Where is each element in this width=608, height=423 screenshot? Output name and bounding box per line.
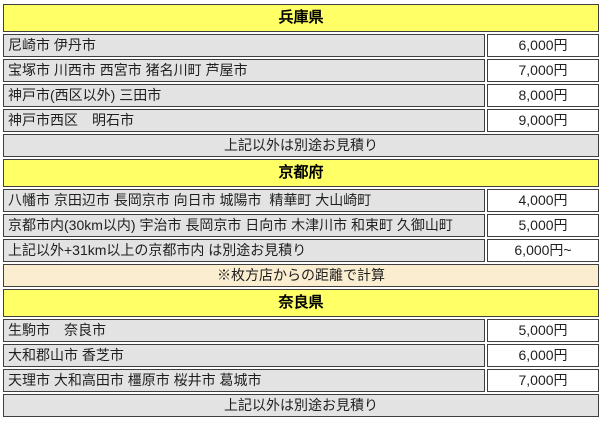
table-row: 尼崎市 伊丹市 6,000円 [3,34,600,57]
area-cell: 尼崎市 伊丹市 [3,34,485,57]
price-cell: 6,000円 [487,344,600,367]
section-header-row-nara: 奈良県 [3,289,600,317]
price-cell: 8,000円 [487,84,600,107]
table-row: 天理市 大和高田市 橿原市 桜井市 葛城市 7,000円 [3,369,600,392]
table-row: 神戸市(西区以外) 三田市 8,000円 [3,84,600,107]
area-cell: 生駒市 奈良市 [3,319,485,342]
note-row: 上記以外は別途お見積り [3,394,600,417]
price-cell: 4,000円 [487,189,600,212]
delivery-fee-table: 兵庫県 尼崎市 伊丹市 6,000円 宝塚市 川西市 西宮市 猪名川町 芦屋市 … [1,2,601,419]
area-cell: 天理市 大和高田市 橿原市 桜井市 葛城市 [3,369,485,392]
area-cell: 神戸市西区 明石市 [3,109,485,132]
prefecture-header-hyogo: 兵庫県 [3,4,600,32]
price-cell: 9,000円 [487,109,600,132]
area-cell: 宝塚市 川西市 西宮市 猪名川町 芦屋市 [3,59,485,82]
area-cell: 京都市内(30km以内) 宇治市 長岡京市 日向市 木津川市 和束町 久御山町 [3,214,485,237]
table-row: 八幡市 京田辺市 長岡京市 向日市 城陽市 精華町 大山崎町 4,000円 [3,189,600,212]
section-header-row-kyoto: 京都府 [3,159,600,187]
note-row: ※枚方店からの距離で計算 [3,264,600,287]
table-row: 大和郡山市 香芝市 6,000円 [3,344,600,367]
distance-note-cell: ※枚方店からの距離で計算 [3,264,600,287]
prefecture-header-nara: 奈良県 [3,289,600,317]
note-row: 上記以外は別途お見積り [3,134,600,157]
estimate-note-cell: 上記以外は別途お見積り [3,134,600,157]
price-cell: 7,000円 [487,59,600,82]
table-row: 神戸市西区 明石市 9,000円 [3,109,600,132]
price-cell: 5,000円 [487,214,600,237]
table-row: 宝塚市 川西市 西宮市 猪名川町 芦屋市 7,000円 [3,59,600,82]
table-row: 上記以外+31km以上の京都市内 は別途お見積り 6,000円~ [3,239,600,262]
area-cell: 八幡市 京田辺市 長岡京市 向日市 城陽市 精華町 大山崎町 [3,189,485,212]
price-cell: 6,000円 [487,34,600,57]
prefecture-header-kyoto: 京都府 [3,159,600,187]
area-cell: 神戸市(西区以外) 三田市 [3,84,485,107]
price-cell: 6,000円~ [487,239,600,262]
table-row: 京都市内(30km以内) 宇治市 長岡京市 日向市 木津川市 和束町 久御山町 … [3,214,600,237]
area-cell: 上記以外+31km以上の京都市内 は別途お見積り [3,239,485,262]
estimate-note-cell: 上記以外は別途お見積り [3,394,600,417]
price-cell: 7,000円 [487,369,600,392]
price-cell: 5,000円 [487,319,600,342]
area-cell: 大和郡山市 香芝市 [3,344,485,367]
section-header-row-hyogo: 兵庫県 [3,4,600,32]
table-row: 生駒市 奈良市 5,000円 [3,319,600,342]
